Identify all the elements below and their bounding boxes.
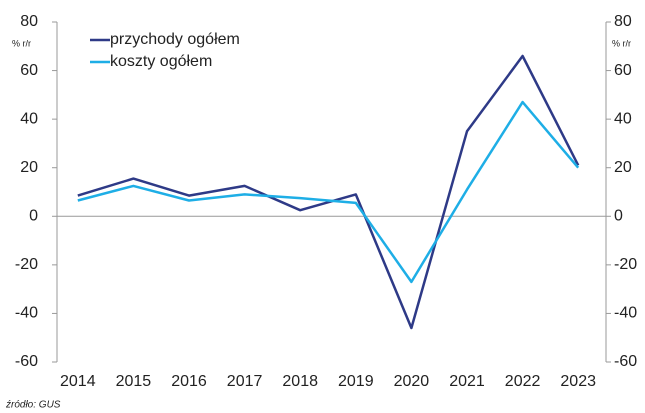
legend-label: przychody ogółem bbox=[110, 31, 240, 48]
x-tick-label: 2015 bbox=[116, 373, 152, 390]
x-tick-label: 2018 bbox=[282, 373, 318, 390]
y-tick-label: -60 bbox=[15, 353, 38, 370]
y2-tick-label: 40 bbox=[614, 110, 632, 127]
y2-tick-label: 60 bbox=[614, 62, 632, 79]
y-tick-label: -40 bbox=[15, 305, 38, 322]
y-axis-label: % r/r bbox=[12, 38, 31, 48]
x-tick-label: 2016 bbox=[171, 373, 207, 390]
y-tick-label: 0 bbox=[29, 208, 38, 225]
legend-label: koszty ogółem bbox=[110, 53, 212, 70]
y-tick-label: 60 bbox=[20, 62, 38, 79]
x-tick-label: 2023 bbox=[560, 373, 596, 390]
series-line bbox=[77, 54, 580, 330]
y-tick-label: -20 bbox=[15, 256, 38, 273]
series-line bbox=[77, 100, 580, 284]
x-tick-label: 2021 bbox=[449, 373, 485, 390]
y2-tick-label: 0 bbox=[614, 208, 623, 225]
x-tick-label: 2022 bbox=[505, 373, 541, 390]
x-tick-label: 2017 bbox=[227, 373, 263, 390]
source: źródło: GUS bbox=[5, 400, 61, 411]
y2-tick-label: -40 bbox=[614, 305, 637, 322]
x-tick-label: 2014 bbox=[60, 373, 96, 390]
y-tick-label: 20 bbox=[20, 159, 38, 176]
y-tick-label: 40 bbox=[20, 110, 38, 127]
y2-axis-label: % r/r bbox=[612, 38, 631, 48]
y2-tick-label: 80 bbox=[614, 13, 632, 30]
x-tick-label: 2019 bbox=[338, 373, 374, 390]
x-tick-label: 2020 bbox=[394, 373, 430, 390]
y2-tick-label: -60 bbox=[614, 353, 637, 370]
y-tick-label: 80 bbox=[20, 13, 38, 30]
y2-tick-label: 20 bbox=[614, 159, 632, 176]
y2-tick-label: -20 bbox=[614, 256, 637, 273]
